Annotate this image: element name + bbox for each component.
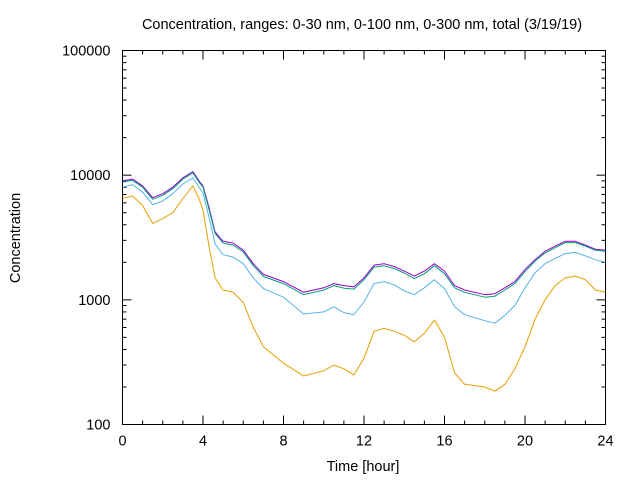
x-tick-labels: 0 4 8 12 16 20 24	[118, 434, 613, 450]
x-axis-label: Time [hour]	[327, 459, 400, 475]
x-tick-label: 24	[597, 434, 613, 450]
y-tick-label: 10000	[70, 168, 110, 184]
x-tick-label: 8	[279, 434, 287, 450]
x-tick-label: 20	[517, 434, 533, 450]
y-tick-label: 100000	[62, 44, 110, 60]
series-line-1	[122, 171, 606, 296]
series-lines	[122, 171, 606, 392]
x-tick-label: 4	[199, 434, 207, 450]
series-line-4	[122, 185, 606, 392]
y-tick-label: 100	[86, 418, 110, 434]
y-tick-labels: 100 1000 10000 100000	[62, 44, 110, 434]
y-tick-label: 1000	[78, 293, 110, 309]
series-line-2	[122, 172, 606, 298]
x-tick-label: 12	[356, 434, 372, 450]
x-tick-label: 16	[436, 434, 452, 450]
axis-ticks	[122, 50, 606, 425]
plot-frame	[122, 50, 606, 425]
y-axis-label: Concentration	[8, 193, 24, 283]
series-line-3	[122, 177, 606, 324]
x-tick-label: 0	[118, 434, 126, 450]
chart-title: Concentration, ranges: 0-30 nm, 0-100 nm…	[142, 17, 582, 33]
